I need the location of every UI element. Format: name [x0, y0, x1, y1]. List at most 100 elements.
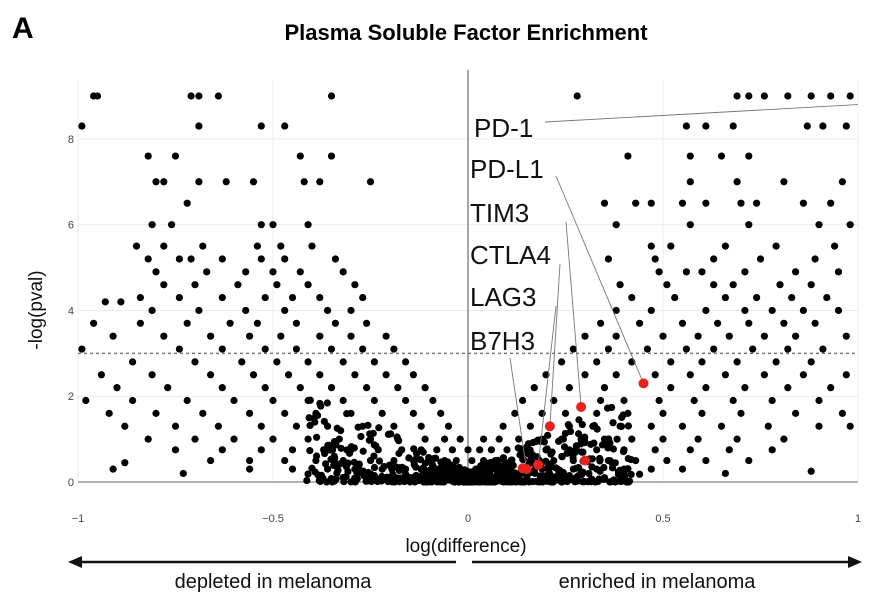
data-point-139 — [90, 319, 98, 327]
data-point-388 — [121, 459, 129, 467]
data-point-189 — [273, 358, 281, 366]
data-point-dense-503 — [488, 465, 497, 473]
data-point-65 — [160, 242, 168, 250]
label-pd-l1: PD-L1 — [470, 154, 544, 184]
data-point-109 — [776, 281, 784, 289]
data-point-126 — [148, 306, 156, 315]
data-point-22 — [819, 122, 827, 130]
data-point-119 — [671, 293, 679, 302]
highlighted-points — [517, 378, 649, 475]
data-point-dense-345 — [619, 448, 628, 456]
data-point-dense-666 — [546, 478, 554, 486]
data-point-dense-510 — [581, 438, 589, 447]
data-point-dense-435 — [303, 476, 311, 485]
data-point-69 — [308, 242, 316, 250]
left-arrow-head-icon — [68, 556, 82, 568]
data-point-269 — [593, 409, 601, 417]
data-point-73 — [772, 242, 780, 250]
data-point-122 — [788, 293, 796, 302]
data-point-236 — [827, 384, 835, 392]
data-point-284 — [417, 422, 425, 430]
label-ctla4: CTLA4 — [470, 240, 551, 270]
data-point-dense-8 — [419, 448, 427, 456]
data-point-52 — [799, 199, 808, 207]
data-point-24 — [144, 152, 152, 160]
data-point-225 — [327, 384, 336, 392]
data-point-dense-667 — [565, 476, 573, 484]
data-point-157 — [246, 332, 254, 340]
data-point-dense-611 — [305, 414, 313, 422]
data-point-66 — [199, 242, 207, 250]
data-point-dense-646 — [494, 462, 502, 470]
data-point-130 — [324, 306, 332, 315]
data-point-141 — [183, 319, 191, 327]
data-point-233 — [702, 384, 710, 392]
data-point-134 — [702, 306, 710, 315]
x-tick-label-0: −1 — [72, 513, 85, 525]
data-point-108 — [729, 281, 737, 289]
data-point-89 — [242, 268, 250, 276]
data-point-221 — [164, 384, 172, 392]
data-point-dense-690 — [337, 426, 345, 435]
data-point-47 — [647, 199, 655, 207]
data-point-dense-693 — [524, 440, 533, 448]
data-point-dense-643 — [608, 459, 616, 467]
data-point-184 — [784, 345, 792, 353]
leader-line-b7h3 — [509, 357, 527, 470]
leader-line-pd-l1 — [555, 175, 644, 384]
data-point-187 — [191, 358, 199, 366]
data-point-dense-566 — [572, 442, 580, 450]
data-point-dense-657 — [514, 478, 522, 486]
data-point-318 — [780, 435, 788, 443]
data-point-260 — [281, 409, 289, 417]
data-point-297 — [191, 435, 199, 443]
data-point-dense-530 — [542, 446, 550, 454]
data-point-dense-230 — [354, 423, 362, 431]
data-point-36 — [249, 178, 258, 186]
data-point-dense-635 — [323, 399, 331, 407]
data-point-dense-576 — [410, 445, 418, 453]
data-point-5 — [327, 92, 336, 100]
data-point-dense-287 — [313, 452, 321, 460]
data-point-56 — [257, 221, 265, 229]
data-point-97 — [792, 268, 800, 276]
data-point-8 — [745, 92, 753, 100]
data-point-dense-630 — [588, 463, 596, 471]
data-point-409 — [807, 467, 815, 475]
enriched-label: enriched in melanoma — [559, 571, 757, 593]
point-tim3 — [576, 401, 587, 412]
data-point-dense-673 — [624, 465, 632, 473]
data-point-dense-24 — [357, 432, 365, 441]
data-point-dense-588 — [444, 458, 452, 466]
data-point-176 — [359, 345, 367, 353]
data-point-dense-584 — [367, 477, 376, 486]
data-point-dense-650 — [420, 465, 429, 474]
data-point-175 — [327, 345, 336, 353]
data-point-387 — [109, 465, 117, 473]
data-point-dense-627 — [308, 464, 316, 472]
data-point-142 — [226, 319, 234, 327]
data-point-155 — [160, 332, 168, 340]
data-point-84 — [710, 255, 718, 263]
data-point-145 — [331, 319, 339, 327]
data-point-dense-414 — [624, 422, 632, 430]
data-point-331 — [476, 446, 484, 454]
data-point-dense-299 — [395, 449, 403, 458]
data-point-179 — [604, 345, 613, 353]
data-point-367 — [288, 465, 297, 473]
data-point-dense-434 — [395, 437, 403, 445]
data-point-307 — [480, 435, 488, 443]
data-point-dense-672 — [437, 458, 445, 466]
data-point-dense-698 — [386, 476, 395, 484]
data-point-dense-449 — [588, 455, 596, 463]
data-point-dense-692 — [545, 469, 553, 477]
data-point-dense-521 — [387, 430, 395, 438]
data-point-43 — [838, 178, 847, 186]
data-point-dense-644 — [352, 476, 360, 484]
leader-line-ctla4 — [549, 263, 561, 427]
data-point-dense-587 — [367, 470, 375, 478]
data-point-158 — [277, 332, 285, 340]
data-point-300 — [304, 435, 312, 443]
data-point-131 — [347, 306, 355, 315]
data-point-dense-515 — [611, 478, 619, 486]
